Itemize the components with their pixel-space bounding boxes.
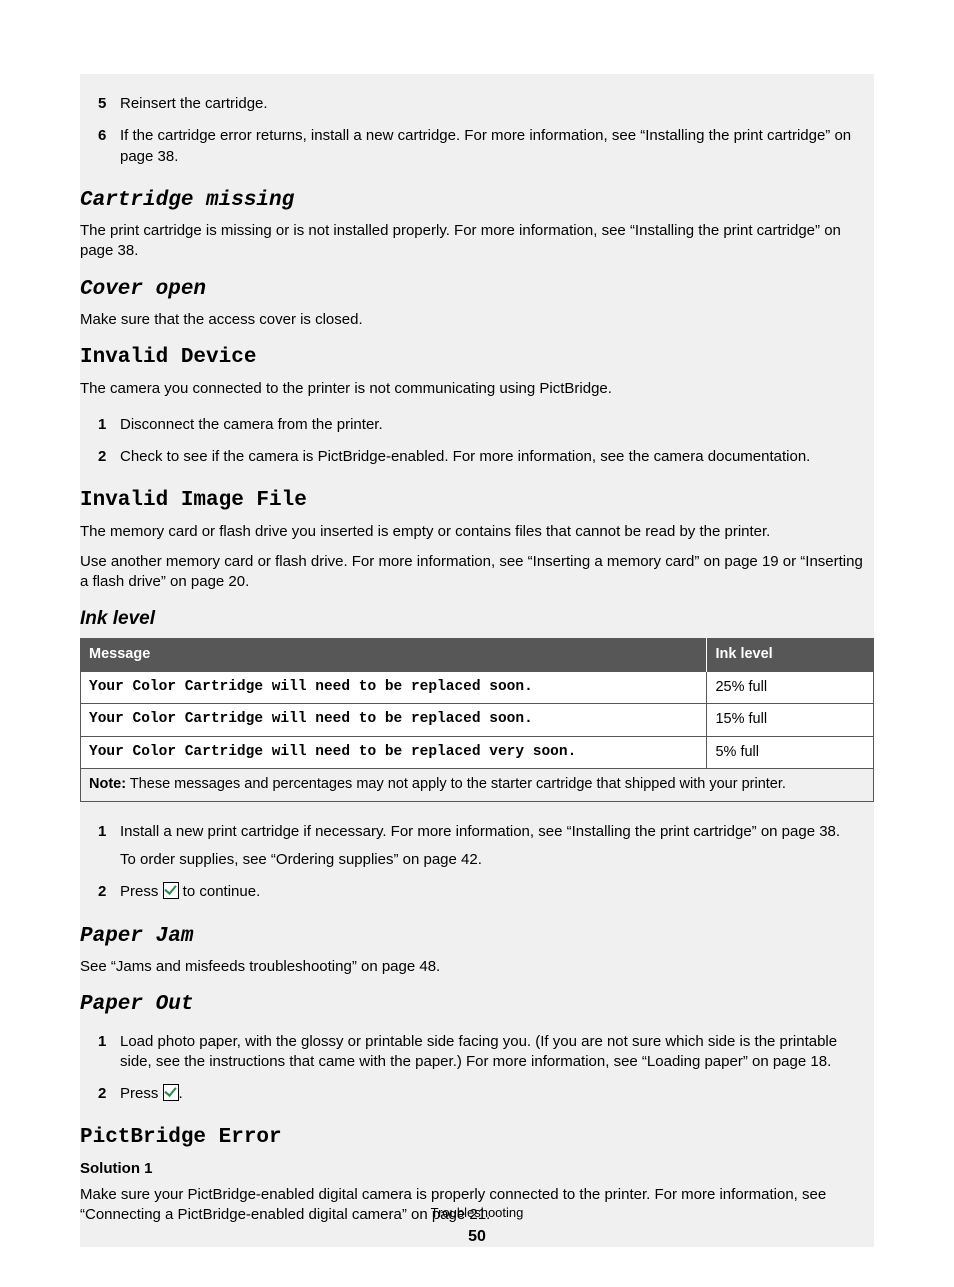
heading-paper-out: Paper Out: [80, 991, 874, 1019]
table-cell-message: Your Color Cartridge will need to be rep…: [81, 736, 707, 769]
table-cell-level: 5% full: [707, 736, 874, 769]
heading-paper-jam: Paper Jam: [80, 923, 874, 951]
heading-cover-open: Cover open: [80, 276, 874, 304]
press-pre: Press: [120, 1085, 163, 1102]
list-item: 1 Load photo paper, with the glossy or p…: [80, 1026, 874, 1079]
table-header-message: Message: [81, 639, 707, 672]
list-body: Install a new print cartridge if necessa…: [120, 822, 866, 871]
page-footer: Troubleshooting 50: [0, 1204, 954, 1247]
heading-invalid-device: Invalid Device: [80, 344, 874, 372]
invalid-device-list: 1 Disconnect the camera from the printer…: [80, 409, 874, 474]
paper-out-list: 1 Load photo paper, with the glossy or p…: [80, 1026, 874, 1111]
list-number: 1: [98, 822, 120, 871]
table-row: Your Color Cartridge will need to be rep…: [81, 704, 874, 737]
list-text: Load photo paper, with the glossy or pri…: [120, 1032, 866, 1073]
list-text: If the cartridge error returns, install …: [120, 126, 866, 167]
list-item: 2 Check to see if the camera is PictBrid…: [80, 441, 874, 473]
table-note-row: Note: These messages and percentages may…: [81, 769, 874, 802]
heading-cartridge-missing: Cartridge missing: [80, 187, 874, 215]
body-text: The camera you connected to the printer …: [80, 379, 874, 399]
list-item: 5 Reinsert the cartridge.: [80, 88, 874, 120]
list-text: Disconnect the camera from the printer.: [120, 415, 866, 435]
table-note-cell: Note: These messages and percentages may…: [81, 769, 874, 802]
ink-level-table: Message Ink level Your Color Cartridge w…: [80, 638, 874, 802]
list-item: 6 If the cartridge error returns, instal…: [80, 120, 874, 173]
heading-invalid-image-file: Invalid Image File: [80, 487, 874, 515]
content-region: 5 Reinsert the cartridge. 6 If the cartr…: [80, 74, 874, 1247]
list-text: To order supplies, see “Ordering supplie…: [120, 850, 866, 870]
list-item: 2 Press to continue.: [80, 876, 874, 908]
list-text: Install a new print cartridge if necessa…: [120, 822, 866, 842]
list-item: 2 Press .: [80, 1078, 874, 1110]
body-text: The print cartridge is missing or is not…: [80, 221, 874, 262]
table-row: Your Color Cartridge will need to be rep…: [81, 736, 874, 769]
body-text: The memory card or flash drive you inser…: [80, 522, 874, 542]
table-cell-message: Your Color Cartridge will need to be rep…: [81, 704, 707, 737]
ink-level-list: 1 Install a new print cartridge if neces…: [80, 816, 874, 909]
note-text: These messages and percentages may not a…: [126, 776, 786, 792]
heading-pictbridge-error: PictBridge Error: [80, 1124, 874, 1152]
list-text: Reinsert the cartridge.: [120, 94, 866, 114]
press-pre: Press: [120, 883, 163, 900]
table-cell-level: 25% full: [707, 671, 874, 704]
footer-section: Troubleshooting: [0, 1204, 954, 1222]
list-number: 1: [98, 1032, 120, 1073]
heading-ink-level: Ink level: [80, 606, 874, 632]
footer-page-number: 50: [0, 1226, 954, 1248]
table-row: Your Color Cartridge will need to be rep…: [81, 671, 874, 704]
list-number: 2: [98, 1084, 120, 1104]
list-number: 6: [98, 126, 120, 167]
list-item: 1 Install a new print cartridge if neces…: [80, 816, 874, 877]
note-label: Note:: [89, 776, 126, 792]
body-text: Make sure that the access cover is close…: [80, 310, 874, 330]
table-cell-message: Your Color Cartridge will need to be rep…: [81, 671, 707, 704]
list-body: Press to continue.: [120, 882, 866, 902]
check-button-icon: [163, 882, 179, 899]
press-post: to continue.: [179, 883, 261, 900]
list-number: 1: [98, 415, 120, 435]
list-body: Press .: [120, 1084, 866, 1104]
list-number: 5: [98, 94, 120, 114]
document-page: 5 Reinsert the cartridge. 6 If the cartr…: [0, 0, 954, 1287]
table-header-level: Ink level: [707, 639, 874, 672]
check-button-icon: [163, 1084, 179, 1101]
table-header-row: Message Ink level: [81, 639, 874, 672]
list-number: 2: [98, 447, 120, 467]
continuation-list: 5 Reinsert the cartridge. 6 If the cartr…: [80, 88, 874, 173]
list-text: Check to see if the camera is PictBridge…: [120, 447, 866, 467]
table-cell-level: 15% full: [707, 704, 874, 737]
solution-label: Solution 1: [80, 1159, 874, 1179]
body-text: See “Jams and misfeeds troubleshooting” …: [80, 957, 874, 977]
press-post: .: [179, 1085, 183, 1102]
body-text: Use another memory card or flash drive. …: [80, 552, 874, 593]
list-item: 1 Disconnect the camera from the printer…: [80, 409, 874, 441]
list-number: 2: [98, 882, 120, 902]
